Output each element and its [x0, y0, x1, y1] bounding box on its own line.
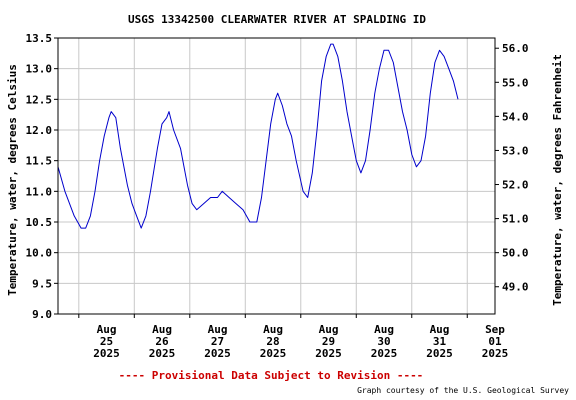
y-tick-label-left: 12.0	[26, 124, 53, 137]
x-tick-label: 2025	[149, 347, 176, 360]
chart-title: USGS 13342500 CLEARWATER RIVER AT SPALDI…	[128, 13, 426, 26]
x-tick-label: 01	[488, 335, 502, 348]
y-tick-label-right: 52.0	[502, 179, 529, 192]
x-tick-label: Aug	[430, 323, 450, 336]
y-tick-label-right: 56.0	[502, 42, 529, 55]
y-tick-label-left: 9.5	[32, 277, 52, 290]
x-tick-label: 2025	[482, 347, 509, 360]
y-tick-label-left: 12.5	[26, 93, 53, 106]
x-tick-label: 29	[322, 335, 335, 348]
y-tick-label-left: 11.0	[26, 185, 53, 198]
x-tick-label: 2025	[204, 347, 231, 360]
x-tick-label: 25	[100, 335, 113, 348]
series-group	[57, 43, 459, 229]
y-tick-label-left: 11.5	[26, 155, 53, 168]
x-tick-label: Aug	[208, 323, 228, 336]
x-tick-label: 27	[211, 335, 224, 348]
provisional-notice: ---- Provisional Data Subject to Revisio…	[119, 369, 424, 382]
plot-area-border	[57, 37, 496, 315]
y-tick-label-right: 50.0	[502, 247, 529, 260]
x-tick-label: 2025	[371, 347, 398, 360]
courtesy-note: Graph courtesy of the U.S. Geological Su…	[357, 386, 569, 395]
y-tick-label-right: 49.0	[502, 281, 529, 294]
left-axis-ticks: 9.0 9.5 10.0 10.5 11.0 11.5 12.0 12.5 13.0 13.5	[26, 32, 58, 321]
x-tick-label: Aug	[263, 323, 283, 336]
x-axis-ticks: Aug252025Aug262025Aug272025Aug282025Aug2…	[78, 314, 509, 360]
x-tick-label: 26	[155, 335, 169, 348]
x-tick-label: 30	[377, 335, 390, 348]
right-axis-ticks: 49.0 50.0 51.0 52.0 53.0 54.0 55.0 56.0	[495, 42, 529, 294]
x-tick-label: Aug	[152, 323, 172, 336]
y-axis-label-left: Temperature, water, degrees Celsius	[6, 64, 19, 296]
y-tick-label-right: 51.0	[502, 213, 529, 226]
y-tick-label-left: 10.0	[26, 247, 53, 260]
y-axis-label-right: Temperature, water, degrees Fahrenheit	[551, 54, 564, 306]
y-tick-label-right: 55.0	[502, 76, 529, 89]
y-tick-label-left: 9.0	[32, 308, 52, 321]
x-tick-label: 2025	[260, 347, 287, 360]
x-tick-label: Sep	[485, 323, 505, 336]
x-tick-label: Aug	[97, 323, 117, 336]
series-line-temperature	[57, 43, 459, 229]
x-tick-label: 28	[266, 335, 279, 348]
x-tick-label: 2025	[93, 347, 120, 360]
y-tick-label-left: 13.0	[26, 63, 53, 76]
y-tick-label-right: 54.0	[502, 110, 529, 123]
x-tick-label: Aug	[374, 323, 394, 336]
x-tick-label: 2025	[315, 347, 342, 360]
y-tick-label-left: 13.5	[26, 32, 53, 45]
y-tick-label-left: 10.5	[26, 216, 53, 229]
x-tick-label: 2025	[426, 347, 453, 360]
y-tick-label-right: 53.0	[502, 144, 529, 157]
x-tick-label: 31	[433, 335, 447, 348]
x-tick-label: Aug	[319, 323, 339, 336]
